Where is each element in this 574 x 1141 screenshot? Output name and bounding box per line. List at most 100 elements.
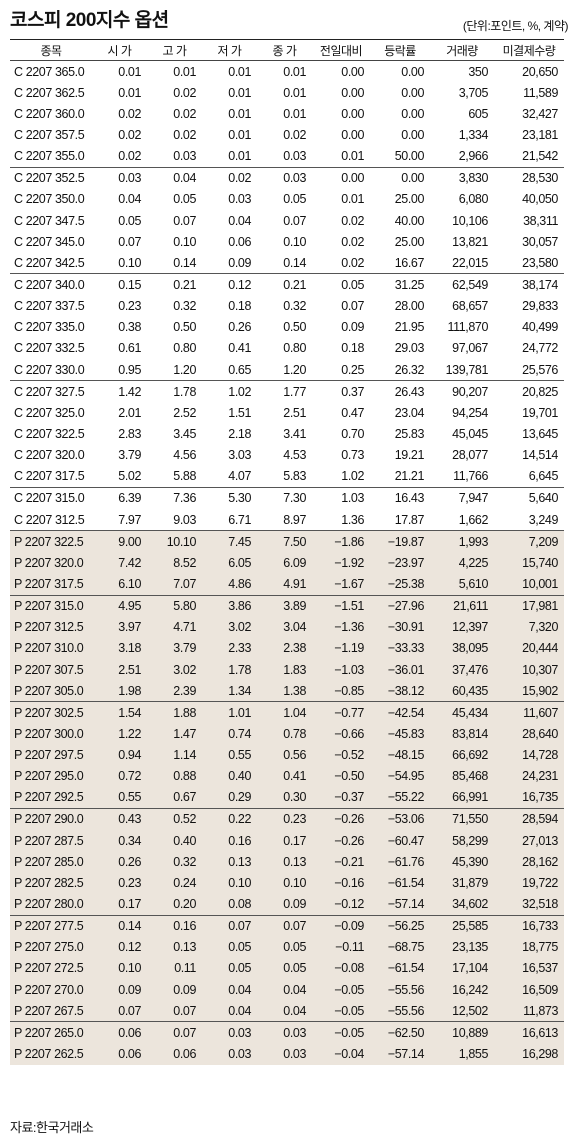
cell-change: −1.36: [312, 616, 370, 638]
cell-volume: 60,435: [430, 680, 494, 703]
cell-high: 3.45: [173, 426, 196, 441]
cell-volume: 3,830: [458, 171, 489, 186]
cell-open: 0.05: [118, 213, 141, 228]
table-row: C 2207 342.5 0.10 0.14 0.09 0.14 0.02 16.67 22,…: [10, 252, 564, 275]
cell-open: 0.03: [118, 171, 141, 186]
cell-close: 0.01: [283, 85, 306, 100]
cell-change: 1.03: [341, 491, 364, 506]
cell-low: 0.01: [228, 106, 251, 121]
cell-change: −0.26: [312, 830, 370, 852]
table-row: P 2207 322.5 9.00 10.10 7.45 7.50 −1.86 −19.87…: [10, 530, 564, 553]
cell-volume: 23,135: [430, 936, 494, 958]
cell-volume: 2,966: [430, 145, 494, 168]
cell-close: 0.10: [283, 234, 306, 249]
cell-low: 0.08: [202, 893, 257, 916]
cell-change: 0.47: [341, 405, 364, 420]
cell-open: 2.01: [118, 405, 141, 420]
cell-high: 0.32: [147, 851, 202, 873]
cell-open: 0.38: [118, 320, 141, 335]
cell-name: P 2207 270.0: [10, 979, 92, 1001]
cell-volume: 5,610: [430, 573, 494, 596]
table-row: P 2207 277.5 0.14 0.16 0.07 0.07 −0.09 −56.25 2…: [10, 915, 564, 937]
cell-open: 6.39: [118, 491, 141, 506]
cell-low: 0.03: [202, 1021, 257, 1044]
table-row: C 2207 312.5 7.97 9.03 6.71 8.97 1.36 17.87 1,6…: [10, 508, 564, 532]
cell-name: P 2207 262.5: [10, 1043, 92, 1065]
cell-volume: 10,889: [430, 1021, 494, 1044]
cell-open-interest: 16,613: [494, 1021, 564, 1044]
cell-close: 0.02: [283, 127, 306, 142]
cell-change-rate: −61.76: [370, 851, 430, 873]
cell-volume: 22,015: [430, 252, 494, 275]
cell-change-rate: 26.32: [370, 358, 430, 382]
cell-open-interest: 16,735: [494, 786, 564, 809]
cell-open-interest: 7,209: [494, 530, 564, 553]
cell-low: 0.18: [228, 299, 251, 314]
cell-change-rate: −48.15: [370, 744, 430, 766]
cell-high: 7.36: [173, 491, 196, 506]
cell-open-interest: 16,733: [494, 915, 564, 937]
cell-high: 0.03: [147, 145, 202, 168]
cell-change-rate: 0.00: [401, 64, 424, 79]
cell-volume: 17,104: [430, 957, 494, 980]
cell-low: 2.33: [202, 637, 257, 659]
cell-change-rate: 0.00: [401, 127, 424, 142]
cell-open-interest: 15,902: [494, 680, 564, 703]
cell-close: 0.56: [257, 744, 312, 766]
cell-open-interest: 38,311: [523, 213, 558, 228]
cell-close: 1.77: [283, 384, 306, 399]
cell-open: 7.97: [92, 508, 147, 532]
cell-volume: 37,476: [430, 658, 494, 681]
cell-low: 0.03: [202, 1043, 257, 1065]
cell-volume: 16,242: [430, 979, 494, 1001]
cell-change-rate: 0.00: [401, 171, 424, 186]
cell-open-interest: 28,530: [522, 171, 558, 186]
cell-volume: 62,549: [452, 277, 488, 292]
cell-close: 0.07: [257, 915, 312, 937]
cell-high: 2.52: [173, 405, 196, 420]
cell-close: 4.53: [283, 448, 306, 463]
cell-name: C 2207 315.0: [14, 491, 85, 506]
cell-change-rate: −33.33: [370, 637, 430, 659]
cell-volume: 31,879: [430, 872, 494, 894]
table-row: P 2207 302.5 1.54 1.88 1.01 1.04 −0.77 −42.54 4…: [10, 701, 564, 724]
table-row: C 2207 332.5 0.61 0.80 0.41 0.80 0.18 29.03 97,…: [10, 338, 564, 359]
cell-open: 0.23: [92, 872, 147, 894]
cell-change: −0.66: [312, 723, 370, 745]
cell-open-interest: 7,320: [494, 616, 564, 638]
cell-high: 0.88: [147, 765, 202, 787]
cell-high: 0.05: [173, 192, 196, 207]
cell-change-rate: −61.54: [370, 872, 430, 894]
cell-name: C 2207 317.5: [10, 465, 92, 488]
cell-low: 0.26: [228, 320, 251, 335]
cell-change-rate: 25.83: [394, 426, 425, 441]
cell-change-rate: 29.03: [394, 341, 425, 356]
cell-low: 0.02: [228, 171, 251, 186]
cell-name: C 2207 337.5: [14, 299, 85, 314]
cell-open: 2.51: [92, 658, 147, 681]
cell-close: 0.03: [257, 145, 312, 168]
cell-name: P 2207 280.0: [10, 893, 92, 916]
cell-low: 1.51: [228, 405, 251, 420]
cell-open-interest: 32,427: [522, 106, 558, 121]
cell-name: P 2207 312.5: [10, 616, 92, 638]
table-row: C 2207 330.0 0.95 1.20 0.65 1.20 0.25 26.32 139…: [10, 358, 564, 382]
cell-high: 0.07: [147, 1000, 202, 1023]
cell-change-rate: 19.21: [394, 448, 425, 463]
cell-low: 3.03: [228, 448, 251, 463]
cell-change-rate: −55.56: [370, 979, 430, 1001]
cell-change-rate: −54.95: [370, 765, 430, 787]
cell-volume: 1,662: [430, 508, 494, 532]
cell-low: 0.12: [228, 277, 251, 292]
table-row: P 2207 280.0 0.17 0.20 0.08 0.09 −0.12 −57.14 3…: [10, 893, 564, 916]
cell-open-interest: 40,499: [522, 320, 558, 335]
header-change-rate: 등락률: [370, 40, 430, 61]
cell-open-interest: 23,181: [522, 127, 558, 142]
cell-open-interest: 14,514: [522, 448, 558, 463]
header-open: 시 가: [92, 40, 147, 61]
table-row: P 2207 295.0 0.72 0.88 0.40 0.41 −0.50 −54.95 8…: [10, 765, 564, 787]
cell-name: C 2207 355.0: [10, 145, 92, 168]
cell-volume: 66,692: [430, 744, 494, 766]
cell-open-interest: 11,607: [494, 701, 564, 724]
cell-name: C 2207 342.5: [10, 252, 92, 275]
